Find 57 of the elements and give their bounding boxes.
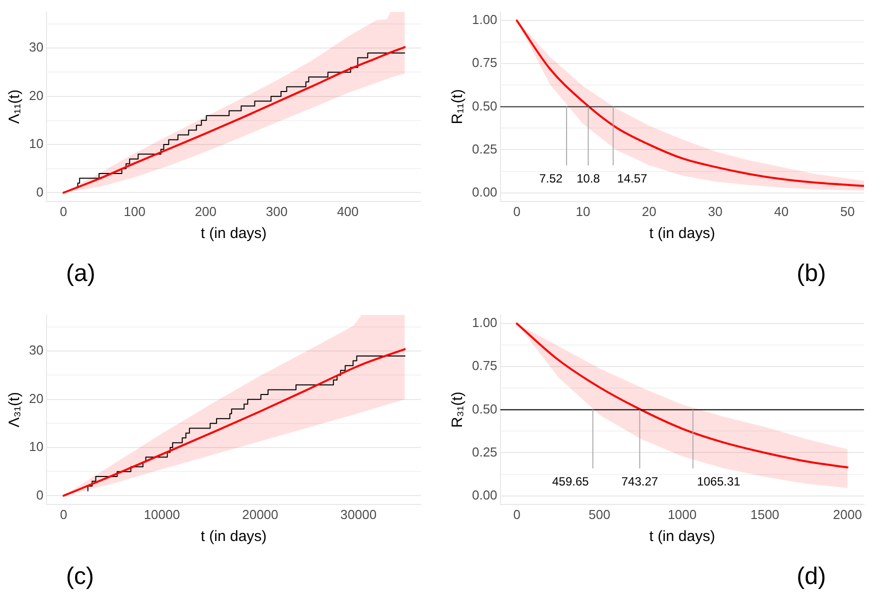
x-tick-label: 1500 bbox=[750, 506, 780, 522]
y-axis-title: R₁₁(t) bbox=[449, 89, 466, 124]
x-tick-label: 10 bbox=[576, 204, 590, 219]
ref-line-label: 10.8 bbox=[576, 172, 600, 186]
x-axis-title: t (in days) bbox=[649, 528, 716, 546]
y-axis-title: Λ₃₁(t) bbox=[6, 392, 24, 428]
y-tick-label: 10 bbox=[28, 439, 44, 454]
x-tick-label: 0 bbox=[60, 506, 68, 522]
y-tick-label: 0.75 bbox=[472, 358, 498, 374]
x-tick-label: 500 bbox=[588, 506, 610, 522]
x-tick-label: 20000 bbox=[242, 506, 278, 522]
ref-line-label: 743.27 bbox=[621, 474, 658, 489]
y-tick-label: 0 bbox=[36, 184, 44, 200]
y-tick-label: 20 bbox=[28, 390, 44, 406]
x-tick-label: 400 bbox=[336, 204, 359, 219]
line-series bbox=[62, 348, 406, 497]
x-tick-label: 300 bbox=[266, 204, 288, 219]
y-tick-label: 0.25 bbox=[472, 444, 498, 460]
y-tick-label: 0.25 bbox=[472, 141, 498, 156]
y-tick-label: 0.75 bbox=[472, 55, 498, 70]
y-tick-label: 0.50 bbox=[472, 98, 498, 114]
x-tick-label: 200 bbox=[194, 204, 217, 219]
x-tick-label: 1000 bbox=[668, 506, 697, 522]
x-tick-label: 100 bbox=[124, 204, 146, 219]
y-tick-label: 0 bbox=[36, 487, 44, 502]
x-tick-label: 20 bbox=[642, 204, 656, 219]
x-tick-label: 10000 bbox=[144, 506, 180, 522]
x-tick-label: 40 bbox=[774, 204, 789, 219]
y-tick-label: 20 bbox=[28, 88, 44, 103]
text: (d) bbox=[796, 563, 826, 591]
y-axis-title: R₃₁(t) bbox=[449, 392, 466, 428]
y-tick-label: 0.00 bbox=[472, 487, 498, 502]
text: (c) bbox=[66, 563, 94, 591]
y-tick-label: 0.50 bbox=[472, 401, 498, 416]
text: (b) bbox=[796, 260, 826, 288]
y-tick-label: 1.00 bbox=[472, 12, 498, 28]
x-tick-label: 0 bbox=[513, 506, 520, 522]
x-tick-label: 2000 bbox=[833, 506, 862, 522]
ref-line-label: 459.65 bbox=[552, 474, 590, 489]
x-tick-label: 50 bbox=[840, 204, 855, 219]
x-tick-label: 0 bbox=[513, 204, 520, 219]
x-tick-label: 30000 bbox=[340, 506, 377, 522]
y-tick-label: 30 bbox=[28, 342, 44, 358]
x-axis-title: t (in days) bbox=[200, 225, 267, 242]
x-axis-title: t (in days) bbox=[200, 528, 267, 546]
y-axis-title: Λ₁₁(t) bbox=[6, 90, 24, 124]
ref-line-label: 7.52 bbox=[539, 172, 563, 186]
y-tick-label: 10 bbox=[28, 136, 44, 152]
x-axis-title: t (in days) bbox=[649, 225, 716, 242]
ref-line-label: 1065.31 bbox=[696, 474, 741, 489]
x-tick-label: 0 bbox=[60, 204, 68, 219]
ref-line-label: 14.57 bbox=[617, 172, 648, 186]
x-tick-label: 30 bbox=[708, 204, 722, 219]
y-tick-label: 30 bbox=[28, 40, 44, 55]
y-tick-label: 0.00 bbox=[472, 184, 498, 200]
y-tick-label: 1.00 bbox=[472, 315, 498, 330]
text: (a) bbox=[66, 260, 96, 288]
